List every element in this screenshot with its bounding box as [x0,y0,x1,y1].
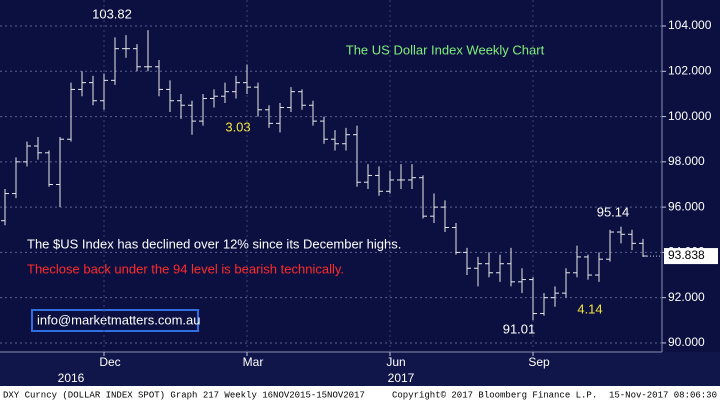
chart-title: The US Dollar Index Weekly Chart [346,42,545,57]
annotation: 3.03 [225,119,250,134]
note: Theclose back under the 94 level is bear… [27,261,344,276]
last-price-box [664,248,718,265]
y-tick-label: 98.000 [668,154,705,168]
y-tick-label: 90.000 [668,335,705,349]
last-price-label: 93.838 [668,248,705,262]
footer-text: 15-Nov-2017 08:06:30 [609,390,717,400]
note: The $US Index has declined over 12% sinc… [27,236,401,251]
annotation: 91.01 [503,321,536,336]
footer-text: Copyright© 2017 Bloomberg Finance L.P. [392,390,597,400]
y-tick-label: 104.000 [668,18,712,32]
footer-band [0,386,720,402]
x-axis-band [0,352,720,386]
contact-box [31,309,199,332]
y-tick-label: 96.000 [668,199,705,213]
y-tick-label: 92.000 [668,290,705,304]
x-tick-label: Jun [386,355,405,369]
x-tick-label: Dec [99,355,120,369]
annotation: 4.14 [577,301,602,316]
x-tick-label: Mar [243,355,264,369]
contact: info@marketmatters.com.au [37,312,200,327]
annotation: 103.82 [92,6,132,21]
x-tick-label: Sep [528,355,550,369]
y-tick-label: 102.000 [668,63,712,77]
x-year-label: 2017 [388,371,415,385]
y-tick-label: 100.000 [668,109,712,123]
x-year-label: 2016 [58,371,85,385]
footer-text: DXY Curncy (DOLLAR INDEX SPOT) Graph 217… [3,390,365,400]
annotation: 95.14 [597,204,630,219]
